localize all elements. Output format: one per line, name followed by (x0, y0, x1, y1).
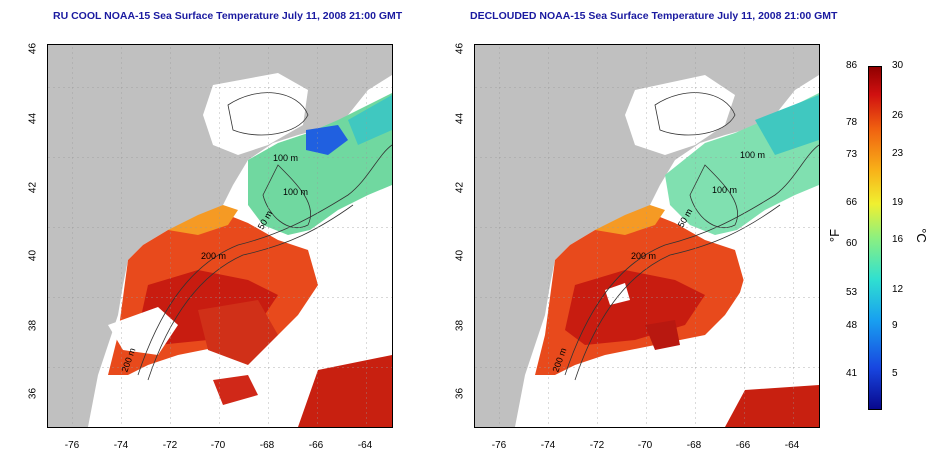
lat-tick: 46 (454, 42, 466, 55)
celsius-tick: 19 (892, 197, 904, 208)
lon-tick: -74 (540, 440, 556, 451)
contour-label: 200 m (201, 251, 227, 261)
celsius-tick: 9 (892, 320, 898, 331)
contour-label: 100 m (273, 153, 299, 163)
right-map-title: DECLOUDED NOAA-15 Sea Surface Temperatur… (470, 10, 838, 22)
lat-tick: 44 (27, 112, 39, 125)
lon-tick: -72 (162, 440, 178, 451)
lat-tick: 36 (27, 387, 39, 400)
lon-tick: -72 (589, 440, 605, 451)
lat-tick: 38 (454, 319, 466, 332)
left-sst-map[interactable]: 100 m 100 m 50 m 200 m 200 m (47, 44, 393, 428)
lat-tick: 46 (27, 42, 39, 55)
unit-celsius: °C (913, 228, 929, 243)
lat-tick: 40 (27, 249, 39, 262)
lat-tick: 40 (454, 249, 466, 262)
fahrenheit-tick: 86 (846, 60, 858, 71)
temperature-colorbar (868, 66, 882, 410)
lon-tick: -64 (784, 440, 800, 451)
lon-tick: -76 (64, 440, 80, 451)
lon-tick: -70 (210, 440, 226, 451)
fahrenheit-tick: 60 (846, 238, 858, 249)
celsius-tick: 12 (892, 284, 904, 295)
celsius-tick: 30 (892, 60, 904, 71)
map-gridlines (475, 45, 819, 427)
lon-tick: -76 (491, 440, 507, 451)
lat-tick: 44 (454, 112, 466, 125)
celsius-tick: 5 (892, 368, 898, 379)
fahrenheit-tick: 41 (846, 368, 858, 379)
celsius-tick: 23 (892, 148, 904, 159)
fahrenheit-tick: 78 (846, 117, 858, 128)
contour-label: 100 m (740, 150, 766, 160)
left-map-canvas (48, 45, 392, 427)
lat-tick: 38 (27, 319, 39, 332)
lon-tick: -64 (357, 440, 373, 451)
lon-tick: -66 (308, 440, 324, 451)
lon-tick: -66 (735, 440, 751, 451)
lon-tick: -68 (686, 440, 702, 451)
contour-label: 200 m (631, 251, 657, 261)
map-gridlines (48, 45, 392, 427)
fahrenheit-tick: 48 (846, 320, 858, 331)
unit-fahrenheit: °F (827, 228, 843, 243)
celsius-tick: 26 (892, 110, 904, 121)
fahrenheit-tick: 73 (846, 149, 858, 160)
lon-tick: -70 (637, 440, 653, 451)
lat-tick: 42 (27, 181, 39, 194)
lat-tick: 42 (454, 181, 466, 194)
fahrenheit-tick: 66 (846, 197, 858, 208)
lon-tick: -68 (259, 440, 275, 451)
right-map-canvas (475, 45, 819, 427)
left-map-title: RU COOL NOAA-15 Sea Surface Temperature … (53, 10, 403, 22)
fahrenheit-tick: 53 (846, 287, 858, 298)
right-sst-map[interactable]: 100 m 100 m 50 m 200 m 200 m (474, 44, 820, 428)
contour-label: 100 m (712, 185, 738, 195)
celsius-tick: 16 (892, 234, 904, 245)
lon-tick: -74 (113, 440, 129, 451)
lat-tick: 36 (454, 387, 466, 400)
contour-label: 100 m (283, 187, 309, 197)
